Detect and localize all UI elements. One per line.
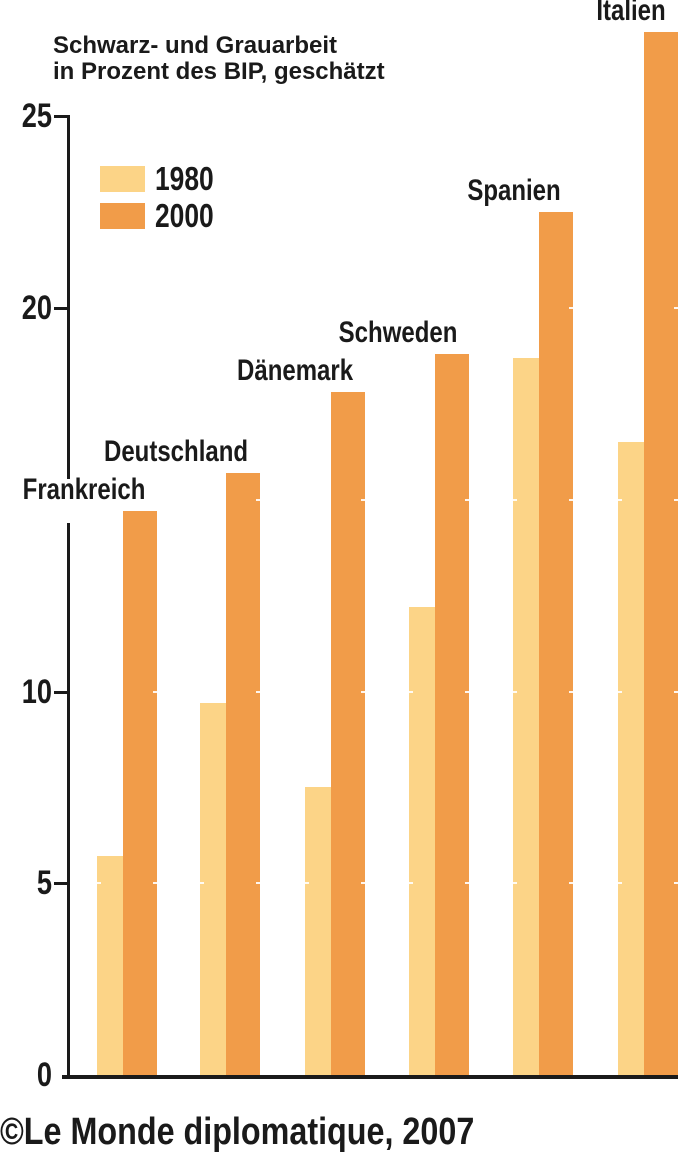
category-label-schweden: Schweden — [338, 316, 457, 349]
x-axis-line — [62, 1075, 678, 1079]
y-tick-mark-25 — [54, 115, 67, 119]
grid-notch — [569, 498, 573, 501]
category-label-frankreich: Frankreich — [22, 473, 145, 506]
bar-italien-2000 — [644, 32, 678, 1075]
y-tick-label-5: 5 — [36, 864, 52, 903]
grid-notch — [465, 690, 469, 693]
grid-notch — [409, 882, 413, 885]
chart-title-line2: in Prozent des BIP, geschätzt — [53, 58, 385, 85]
category-label-italien: Italien — [596, 0, 666, 27]
grid-notch — [200, 882, 204, 885]
grid-notch — [513, 690, 517, 693]
category-label-daenemark: Dänemark — [236, 354, 353, 387]
grid-notch — [569, 307, 573, 309]
grid-notch — [618, 882, 622, 885]
y-axis-line-lower — [67, 523, 70, 1075]
grid-notch — [618, 498, 622, 501]
grid-notch — [674, 307, 678, 309]
y-tick-label-10: 10 — [21, 672, 52, 711]
grid-notch — [674, 690, 678, 693]
y-tick-mark-20 — [54, 307, 67, 310]
bar-daenemark-1980 — [305, 787, 331, 1075]
grid-notch — [305, 882, 309, 885]
bar-frankreich-1980 — [97, 856, 123, 1075]
category-label-deutschland: Deutschland — [103, 435, 248, 468]
y-tick-label-0: 0 — [36, 1056, 52, 1094]
y-tick-label-25: 25 — [21, 97, 52, 136]
grid-notch — [256, 882, 260, 885]
grid-notch — [569, 882, 573, 885]
grid-notch — [153, 690, 157, 693]
grid-notch — [97, 882, 101, 885]
legend-swatch-2000 — [100, 203, 145, 229]
y-tick-label-20: 20 — [21, 289, 52, 327]
grid-notch — [513, 882, 517, 885]
bar-spanien-1980 — [513, 358, 539, 1075]
bar-spanien-2000 — [539, 212, 573, 1075]
grid-notch — [361, 690, 365, 693]
grid-notch — [361, 882, 365, 885]
grid-notch — [409, 690, 413, 693]
grid-notch — [674, 498, 678, 501]
source-credit: ©Le Monde diplomatique, 2007 — [0, 1111, 475, 1153]
grid-notch — [513, 498, 517, 501]
grid-notch — [256, 498, 260, 501]
bar-italien-1980 — [618, 442, 644, 1075]
legend-label-2000: 2000 — [155, 197, 214, 234]
legend-label-1980: 1980 — [155, 160, 214, 197]
legend-swatch-1980 — [100, 166, 145, 192]
y-tick-mark-10 — [54, 690, 67, 694]
bar-schweden-1980 — [409, 607, 435, 1075]
grid-notch — [674, 882, 678, 885]
grid-notch — [256, 690, 260, 693]
grid-notch — [153, 882, 157, 885]
grid-notch — [465, 498, 469, 501]
y-axis-line-upper — [67, 115, 70, 479]
category-label-spanien: Spanien — [467, 174, 561, 207]
bar-daenemark-2000 — [331, 392, 365, 1075]
grid-notch — [618, 690, 622, 693]
bar-frankreich-2000 — [123, 511, 157, 1075]
chart-title-line1: Schwarz- und Grauarbeit — [53, 32, 338, 59]
grid-notch — [361, 498, 365, 501]
chart-title: Schwarz- und Grauarbeit in Prozent des B… — [53, 33, 385, 85]
bar-schweden-2000 — [435, 354, 469, 1075]
y-tick-mark-5 — [54, 882, 67, 886]
bar-deutschland-1980 — [200, 703, 226, 1075]
grid-notch — [569, 690, 573, 693]
grid-notch — [465, 882, 469, 885]
bar-deutschland-2000 — [226, 473, 260, 1075]
